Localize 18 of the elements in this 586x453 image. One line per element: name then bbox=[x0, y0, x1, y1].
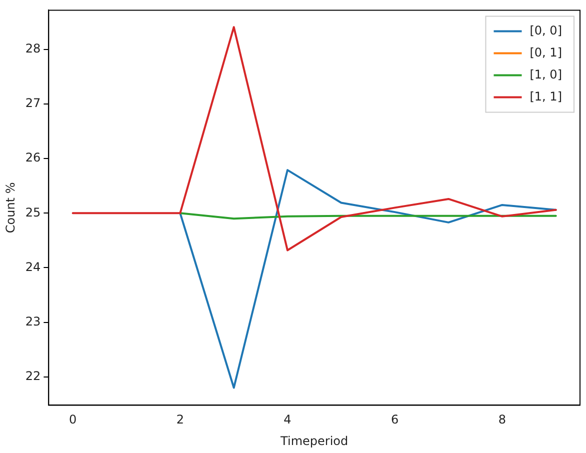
x-tick-label: 4 bbox=[284, 412, 292, 427]
legend-label: [1, 1] bbox=[530, 89, 562, 104]
y-tick-label: 24 bbox=[25, 260, 41, 274]
y-tick-label: 25 bbox=[25, 205, 41, 220]
legend-label: [1, 0] bbox=[530, 67, 562, 82]
x-tick-label: 2 bbox=[176, 412, 184, 427]
y-axis-title: Count % bbox=[3, 182, 18, 234]
x-tick-label: 0 bbox=[69, 412, 77, 427]
y-tick-label: 22 bbox=[25, 368, 41, 383]
y-tick-label: 26 bbox=[25, 150, 41, 165]
y-tick-label: 27 bbox=[25, 96, 41, 110]
y-tick-label: 23 bbox=[25, 314, 41, 328]
legend-label: [0, 1] bbox=[530, 45, 562, 60]
x-tick-label: 8 bbox=[498, 412, 506, 427]
x-axis-title: Timeperiod bbox=[280, 434, 348, 448]
legend-label: [0, 0] bbox=[530, 23, 562, 38]
x-tick-label: 6 bbox=[391, 412, 399, 427]
y-tick-label: 28 bbox=[25, 42, 41, 56]
